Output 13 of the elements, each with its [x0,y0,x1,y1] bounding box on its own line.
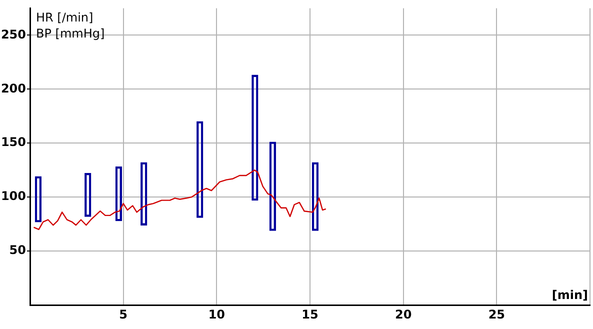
x-tick-label: 10 [208,307,226,322]
x-axis-title: [min] [552,288,588,302]
x-tick-label: 15 [302,307,318,322]
x-tick-label: 20 [394,307,412,322]
annotation: HR [/min] [36,10,94,24]
y-tick-label: 150 [0,135,26,150]
y-tick-label: 250 [0,27,26,42]
x-tick-label: 25 [488,307,506,322]
annotation: BP [mmHg] [36,26,105,40]
y-tick-label: 100 [0,189,26,204]
y-tick-label: 200 [0,81,26,96]
y-tick-label: 50 [9,243,26,258]
x-tick-label: 5 [119,307,128,322]
